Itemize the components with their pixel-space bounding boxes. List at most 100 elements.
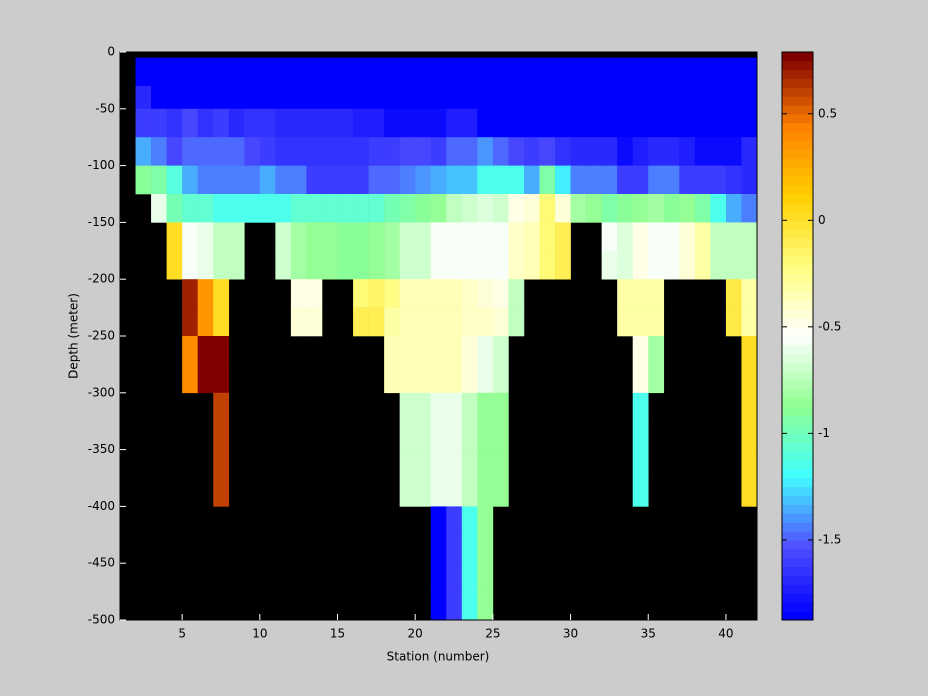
cell [290, 108, 307, 138]
cell [259, 165, 276, 195]
cell [166, 165, 183, 195]
cell [632, 279, 649, 308]
cell [430, 194, 447, 223]
cell [213, 279, 230, 308]
colorbar-segment [782, 220, 813, 230]
cell [617, 165, 634, 195]
cell [151, 137, 167, 166]
cell [648, 250, 665, 280]
cell [306, 165, 323, 195]
colorbar-segment [782, 433, 813, 443]
cell [415, 478, 432, 507]
cell [213, 307, 230, 337]
cell [725, 194, 742, 223]
cell [477, 336, 494, 365]
cell [244, 86, 261, 110]
cell [213, 137, 230, 166]
cell [399, 165, 416, 195]
cell [555, 194, 571, 223]
cell [725, 137, 742, 166]
colorbar-segment [782, 469, 813, 479]
cell [430, 222, 447, 252]
cell [415, 137, 432, 166]
cell [430, 108, 447, 138]
cell [570, 108, 587, 138]
cell [321, 250, 338, 280]
cell [244, 108, 261, 138]
cell [741, 449, 758, 479]
cell [446, 108, 463, 138]
cell [694, 165, 711, 195]
colorbar-segment [782, 398, 813, 408]
cell [228, 137, 245, 166]
cell [135, 108, 152, 138]
cell [679, 137, 696, 166]
cell [617, 194, 634, 223]
colorbar-segment [782, 238, 813, 248]
cell [399, 279, 416, 308]
cell [213, 250, 230, 280]
colorbar-tick-label: -1.5 [818, 532, 841, 546]
cell [492, 250, 509, 280]
cell [430, 86, 447, 110]
cell [259, 137, 276, 166]
colorbar-segment [782, 389, 813, 399]
cell [166, 137, 183, 166]
cell [306, 57, 323, 87]
cell [632, 449, 649, 479]
cell [213, 57, 230, 87]
cell [461, 57, 478, 87]
colorbar-segment [782, 407, 813, 417]
cell [353, 165, 369, 195]
cell [368, 108, 385, 138]
cell [290, 250, 307, 280]
cell [197, 364, 214, 394]
colorbar-segment [782, 149, 813, 159]
colorbar-segment [782, 273, 813, 284]
cell [741, 137, 758, 166]
cell [508, 165, 525, 195]
cell [197, 307, 214, 337]
cell [430, 165, 447, 195]
cell [492, 279, 509, 308]
cell [632, 250, 649, 280]
colorbar-tick-label: -1 [818, 426, 830, 440]
cell [710, 250, 727, 280]
cell [508, 250, 525, 280]
cell [244, 57, 261, 87]
cell [135, 57, 152, 87]
cell [213, 222, 230, 252]
cell [601, 250, 618, 280]
cell [601, 57, 618, 87]
cell [632, 336, 649, 365]
cell [430, 534, 447, 564]
cell [632, 307, 649, 337]
cell [555, 86, 571, 110]
cell [632, 137, 649, 166]
cell [492, 194, 509, 223]
cell [492, 336, 509, 365]
cell [415, 250, 432, 280]
cell [166, 250, 183, 280]
cell [492, 421, 509, 450]
x-tick-label: 40 [718, 627, 733, 641]
cell [710, 194, 727, 223]
cell [555, 222, 571, 252]
cell [197, 279, 214, 308]
colorbar-segment [782, 602, 813, 612]
cell [555, 137, 571, 166]
cell [430, 563, 447, 592]
colorbar-segment [782, 566, 813, 576]
cell [477, 563, 494, 592]
cell [601, 165, 618, 195]
cell [399, 364, 416, 394]
cell [446, 194, 463, 223]
x-tick-label: 10 [252, 627, 267, 641]
cell [570, 137, 587, 166]
cell [290, 222, 307, 252]
colorbar-segment [782, 451, 813, 461]
cell [213, 86, 230, 110]
colorbar-segment [782, 584, 813, 594]
cell [632, 57, 649, 87]
cell [399, 86, 416, 110]
